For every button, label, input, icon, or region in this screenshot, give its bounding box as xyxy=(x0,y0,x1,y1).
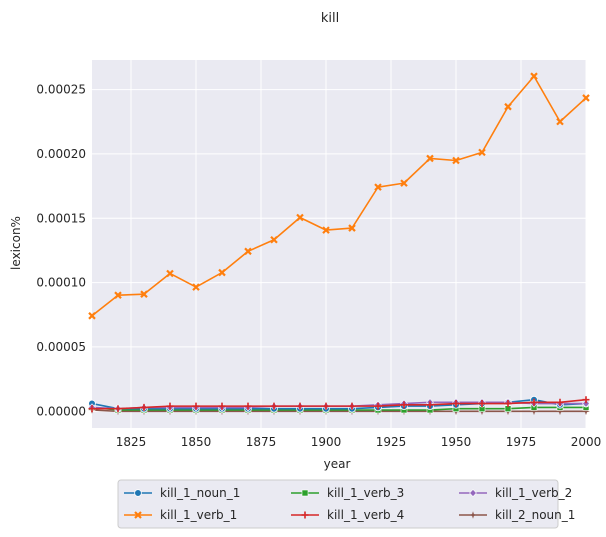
series-line xyxy=(91,406,586,411)
legend-item: kill_1_verb_3 xyxy=(291,486,404,500)
x-axis-label: year xyxy=(324,457,351,471)
legend: kill_1_noun_1kill_1_verb_1kill_1_verb_3k… xyxy=(117,479,575,529)
data-point xyxy=(218,402,226,410)
y-tick-label: 0.00020 xyxy=(36,147,86,161)
legend-marker xyxy=(469,511,477,519)
y-tick-label: 0.00010 xyxy=(36,276,86,290)
data-point xyxy=(400,179,408,187)
data-point xyxy=(452,156,460,165)
data-point xyxy=(556,407,564,416)
x-tick-label: 1900 xyxy=(311,435,342,449)
data-point xyxy=(322,226,330,234)
legend-marker xyxy=(469,488,477,498)
data-point xyxy=(400,401,408,409)
data-point xyxy=(348,402,356,410)
series-kill-1-verb-1 xyxy=(88,72,590,320)
data-point xyxy=(582,399,590,408)
y-axis-label: lexicon% xyxy=(9,216,23,270)
data-point xyxy=(530,398,538,406)
data-point xyxy=(192,283,200,291)
data-point xyxy=(88,405,96,413)
x-tick-label: 1825 xyxy=(116,435,147,449)
data-point xyxy=(478,148,486,157)
data-point xyxy=(582,94,590,102)
tick-labels: 1825 1850 1875 1900 1925 1950 1975 2000 0.00000 0… xyxy=(36,83,601,449)
legend-label: kill_1_verb_1 xyxy=(160,508,237,522)
legend-item: kill_2_noun_1 xyxy=(459,508,575,522)
series-line xyxy=(92,398,587,410)
data-point xyxy=(270,402,278,410)
y-tick-label: 0.00015 xyxy=(36,211,86,225)
legend-item: kill_1_noun_1 xyxy=(124,486,240,500)
data-point xyxy=(426,401,434,409)
plot-area xyxy=(92,60,586,428)
x-tick-label: 1950 xyxy=(441,435,472,449)
data-point xyxy=(140,290,148,298)
data-point xyxy=(478,400,486,408)
data-point xyxy=(582,407,590,416)
data-point xyxy=(114,291,122,299)
x-tick-label: 1925 xyxy=(376,435,407,449)
data-point xyxy=(244,247,252,256)
data-point xyxy=(88,312,96,320)
data-point xyxy=(504,102,512,111)
legend-label: kill_2_noun_1 xyxy=(495,508,575,522)
y-tick-label: 0.00005 xyxy=(36,340,86,354)
data-point xyxy=(556,117,564,126)
x-tick-label: 1875 xyxy=(246,435,277,449)
data-point xyxy=(166,402,174,410)
series-layer xyxy=(88,72,590,416)
legend-item: kill_1_verb_2 xyxy=(459,486,572,500)
data-point xyxy=(452,400,460,408)
legend-marker xyxy=(134,511,142,519)
data-point xyxy=(582,396,590,404)
data-point xyxy=(296,213,304,222)
x-tick-label: 1850 xyxy=(181,435,212,449)
legend-marker xyxy=(134,489,142,497)
data-point xyxy=(244,402,252,410)
data-point xyxy=(140,403,148,411)
legend-label: kill_1_verb_3 xyxy=(327,486,404,500)
legend-frame xyxy=(117,479,559,529)
legend-marker xyxy=(301,489,309,497)
data-point xyxy=(374,183,382,191)
data-point xyxy=(114,405,122,413)
data-point xyxy=(530,72,538,80)
data-point xyxy=(192,402,200,410)
series-line xyxy=(91,409,586,413)
data-point xyxy=(296,402,304,410)
legend-label: kill_1_verb_4 xyxy=(327,508,404,522)
data-point xyxy=(348,224,356,232)
chart-title: kill xyxy=(321,11,339,26)
x-tick-label: 2000 xyxy=(571,435,602,449)
legend-item: kill_1_verb_4 xyxy=(291,508,404,522)
legend-marker xyxy=(301,511,309,519)
data-point xyxy=(556,398,564,406)
data-point xyxy=(504,400,512,408)
data-point xyxy=(374,402,382,410)
y-tick-label: 0.00000 xyxy=(36,404,86,418)
series-kill-1-verb-4 xyxy=(88,396,590,413)
x-tick-label: 1975 xyxy=(506,435,537,449)
y-tick-label: 0.00025 xyxy=(36,83,86,97)
data-point xyxy=(322,402,330,410)
data-point xyxy=(426,154,434,163)
data-point xyxy=(166,269,174,278)
legend-label: kill_1_verb_2 xyxy=(495,486,572,500)
data-point xyxy=(218,268,226,277)
data-point xyxy=(530,407,538,416)
legend-item: kill_1_verb_1 xyxy=(124,508,237,522)
grid-lines xyxy=(92,60,587,428)
series-line xyxy=(91,75,587,317)
legend-label: kill_1_noun_1 xyxy=(160,486,240,500)
data-point xyxy=(270,235,278,244)
